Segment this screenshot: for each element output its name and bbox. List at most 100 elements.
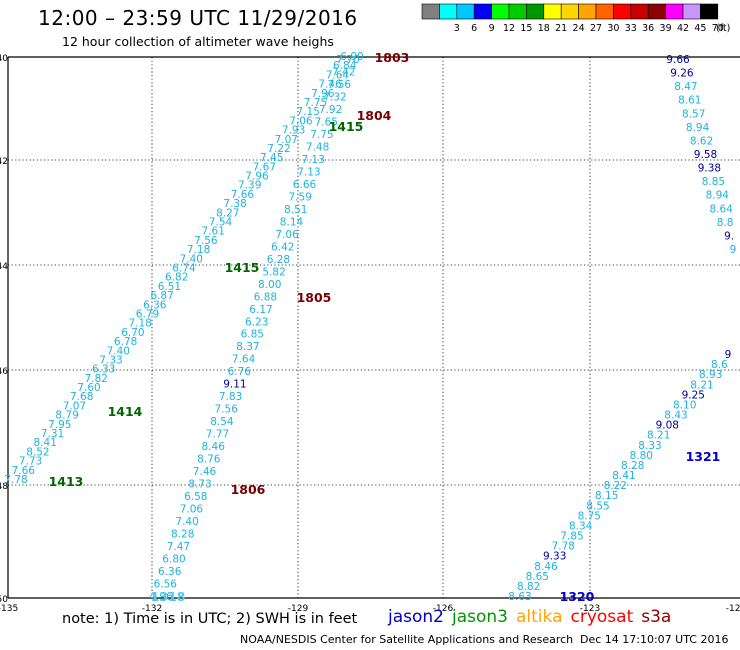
wave-height-value: 6.76 xyxy=(228,366,252,378)
lat-tick-label: -46 xyxy=(0,367,8,377)
pass-time-label: 1415 xyxy=(225,260,260,275)
wave-height-value: 7.85 xyxy=(560,531,583,543)
wave-height-value: 8.00 xyxy=(258,279,281,291)
lat-tick-label: -40 xyxy=(0,54,8,64)
lon-tick-label: -135 xyxy=(0,604,18,614)
pass-time-label: 1803 xyxy=(375,50,410,65)
wave-height-value: 7.15 xyxy=(297,106,320,118)
wave-height-value: 7.18 xyxy=(187,244,210,256)
pass-time-label: 1805 xyxy=(297,290,332,305)
wave-height-value: 5.82 xyxy=(262,266,285,278)
colorbar-tick-label: 42 xyxy=(677,23,689,34)
wave-height-value: 8.75 xyxy=(578,510,601,522)
wave-height-value: 6.66 xyxy=(293,179,317,191)
wave-height-value: 8.27 xyxy=(216,207,239,219)
wave-height-value: 8.94 xyxy=(706,190,730,202)
wave-height-value: 8.46 xyxy=(534,561,558,573)
colorbar-tick-label: 27 xyxy=(590,23,602,34)
wave-height-value: 8.6 xyxy=(711,359,728,371)
legend-altika: altika xyxy=(516,607,563,627)
wave-height-value: 9.08 xyxy=(656,420,679,432)
wave-height-value: 7.07 xyxy=(63,400,86,412)
wave-height-value: 8.62 xyxy=(690,135,713,147)
wave-height-value: 7.68 xyxy=(70,391,93,403)
pass-time-label: 1320 xyxy=(560,589,595,604)
wave-height-value: 6.23 xyxy=(245,316,268,328)
wave-height-value: 8.41 xyxy=(34,437,57,449)
wave-height-value: 8.47 xyxy=(674,81,697,93)
wave-height-value: 6.28 xyxy=(267,254,290,266)
wave-height-value: 6.82 xyxy=(165,272,188,284)
pass-time-label: 1318 xyxy=(151,589,186,604)
wave-height-value: 6.85 xyxy=(241,329,264,341)
lat-tick-label: -44 xyxy=(0,262,8,272)
wave-height-value: 9.33 xyxy=(543,551,566,563)
wave-height-value: 8.55 xyxy=(586,500,609,512)
wave-height-colorbar: 3 6 9 12 15 18 21 24 27 30 33 36 39 42 45 70(ft) xyxy=(421,3,730,34)
colorbar-tick-label: 36 xyxy=(642,23,654,34)
wave-height-value: 8.8 xyxy=(717,217,734,229)
wave-height-value: 9 xyxy=(725,349,732,361)
wave-height-value: 7.67 xyxy=(253,161,276,173)
colorbar-swatch xyxy=(700,3,719,20)
wave-height-value: 8.14 xyxy=(280,216,304,228)
legend-cryosat: cryosat xyxy=(570,607,634,627)
wave-height-value: 8.64 xyxy=(710,203,734,215)
wave-height-value: 9.38 xyxy=(698,163,721,175)
lat-tick-label: -50 xyxy=(0,595,8,605)
wave-height-value: 4.96 xyxy=(149,591,173,603)
wave-height-value: 7.77 xyxy=(206,429,229,441)
wave-height-value: 9.26 xyxy=(670,68,694,80)
wave-height-value: 7.46 xyxy=(318,79,342,91)
wave-height-value: 6.36 xyxy=(143,299,167,311)
wave-height-value: 6.87 xyxy=(150,290,173,302)
wave-height-value: 8.15 xyxy=(595,490,618,502)
wave-height-value: 7.93 xyxy=(282,125,305,137)
wave-height-value: 7.66 xyxy=(12,465,36,477)
wave-height-value: 7.64 xyxy=(326,69,350,81)
colorbar-tick-label: 39 xyxy=(660,23,672,34)
wave-height-value: 7.06 xyxy=(289,115,313,127)
pass-time-label: 1415 xyxy=(329,119,364,134)
lon-tick-label: -126 xyxy=(433,604,454,614)
colorbar-tick-label: 3 xyxy=(454,23,460,34)
wave-height-value: 7.60 xyxy=(77,382,100,394)
wave-height-value: 7.22 xyxy=(267,143,290,155)
pass-time-label: 1413 xyxy=(49,474,84,489)
legend-jason3: jason3 xyxy=(452,607,508,627)
colorbar-tick-label: 9 xyxy=(489,23,495,34)
wave-height-value: 6.78 xyxy=(114,336,137,348)
lon-tick-label: -120 xyxy=(726,604,740,614)
lat-tick-label: -42 xyxy=(0,157,8,167)
wave-height-value: 7.83 xyxy=(219,391,242,403)
wave-height-value: 8.80 xyxy=(630,450,653,462)
wave-height-value: 8.65 xyxy=(526,571,549,583)
wave-height-value: 7.75 xyxy=(304,97,327,109)
lon-tick-label: -132 xyxy=(142,604,162,614)
footer-timestamp: Dec 14 17:10:07 UTC 2016 xyxy=(580,633,729,646)
wave-height-value: 7.96 xyxy=(245,171,269,183)
wave-height-value: 8.52 xyxy=(26,446,49,458)
colorbar-tick-label: 24 xyxy=(573,23,585,34)
colorbar-tick-label: 21 xyxy=(555,23,567,34)
wave-height-value: 8.33 xyxy=(638,440,661,452)
wave-height-value: 6.36 xyxy=(158,566,182,578)
wave-height-value: 9.11 xyxy=(223,379,246,391)
colorbar-tick-label: 45 xyxy=(694,23,706,34)
wave-height-value: 6.74 xyxy=(172,263,196,275)
wave-height-value: 7.18 xyxy=(129,318,152,330)
wave-height-value: 6.70 xyxy=(121,327,144,339)
wave-height-value: 6.80 xyxy=(162,554,185,566)
wave-height-value: 7.40 xyxy=(107,345,130,357)
pass-time-label: 1806 xyxy=(231,482,266,497)
wave-height-value: 7.06 xyxy=(180,504,204,516)
legend-jason2: jason2 xyxy=(388,607,444,627)
wave-height-value: 8.46 xyxy=(202,441,226,453)
wave-height-value: 8.51 xyxy=(284,204,307,216)
wave-height-value: 7.65 xyxy=(315,116,338,128)
colorbar-tick-label: 33 xyxy=(625,23,637,34)
wave-height-value: 6.79 xyxy=(136,309,159,321)
wave-height-value: 7.06 xyxy=(275,229,299,241)
wave-height-value: 7.61 xyxy=(202,226,225,238)
